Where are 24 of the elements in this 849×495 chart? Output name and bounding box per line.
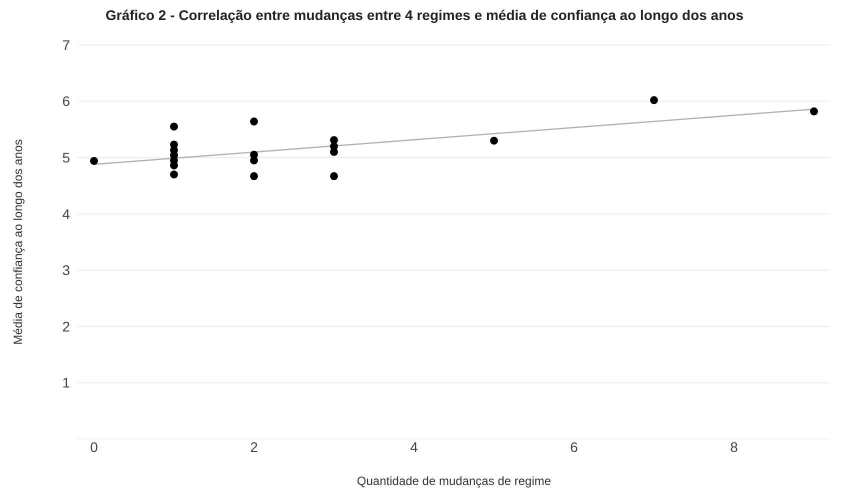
- point: [250, 118, 258, 126]
- y-tick-label: 2: [62, 318, 70, 334]
- x-tick-label: 2: [250, 438, 258, 455]
- y-tick-label: 6: [62, 93, 70, 110]
- x-tick-label: 8: [730, 438, 738, 455]
- point: [490, 136, 498, 145]
- chart-title: Gráfico 2 - Correlação entre mudanças entre 4 regimes e média de confiança ao longo dos anos: [106, 7, 744, 23]
- y-tick-label: 3: [62, 262, 70, 278]
- point: [170, 122, 178, 131]
- point: [250, 172, 258, 180]
- y-tick-label: 1: [62, 374, 70, 391]
- point: [330, 172, 338, 180]
- x-tick-label: 6: [570, 438, 578, 455]
- point: [810, 107, 818, 116]
- x-tick-label: 0: [90, 438, 98, 455]
- point: [650, 96, 658, 104]
- x-axis-title: Quantidade de mudanças de regime: [356, 474, 552, 488]
- point: [170, 170, 178, 178]
- point: [90, 156, 98, 165]
- y-tick-label: 7: [62, 36, 70, 53]
- y-tick-label: 4: [62, 206, 70, 222]
- y-axis-title: Média de confiança ao longo dos anos: [11, 139, 25, 345]
- x-tick-label: 4: [410, 438, 418, 455]
- y-tick-label: 5: [62, 149, 70, 166]
